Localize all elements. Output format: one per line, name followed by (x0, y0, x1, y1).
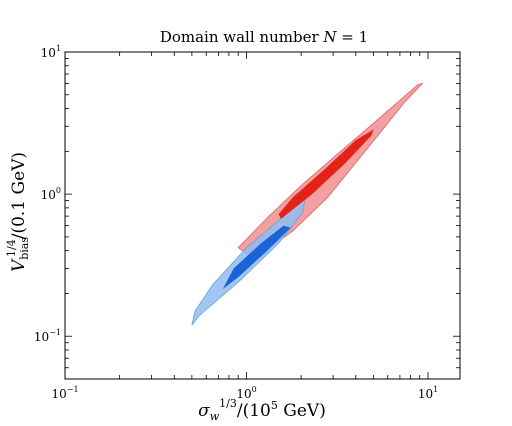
x-tick-label: 10−1 (51, 385, 78, 401)
regions-layer (191, 82, 424, 326)
inner-region-2 (278, 129, 374, 219)
tick-labels-layer: 10−1 100 101 10−1 100 101 (34, 44, 438, 401)
inner-region-3 (222, 225, 291, 289)
x-tick-label: 100 (236, 385, 256, 401)
y-axis-label: Vbias1/4/(0.1 GeV) (5, 152, 31, 272)
y-tick-label: 101 (41, 44, 61, 60)
x-tick-label: 101 (418, 385, 438, 401)
plot-frame (64, 51, 461, 380)
y-tick-label: 10−1 (34, 328, 61, 344)
x-axis-label: σw1/3/(105 GeV) (198, 397, 326, 423)
chart-title: Domain wall number N = 1 (160, 28, 368, 46)
y-tick-label: 100 (41, 186, 61, 202)
